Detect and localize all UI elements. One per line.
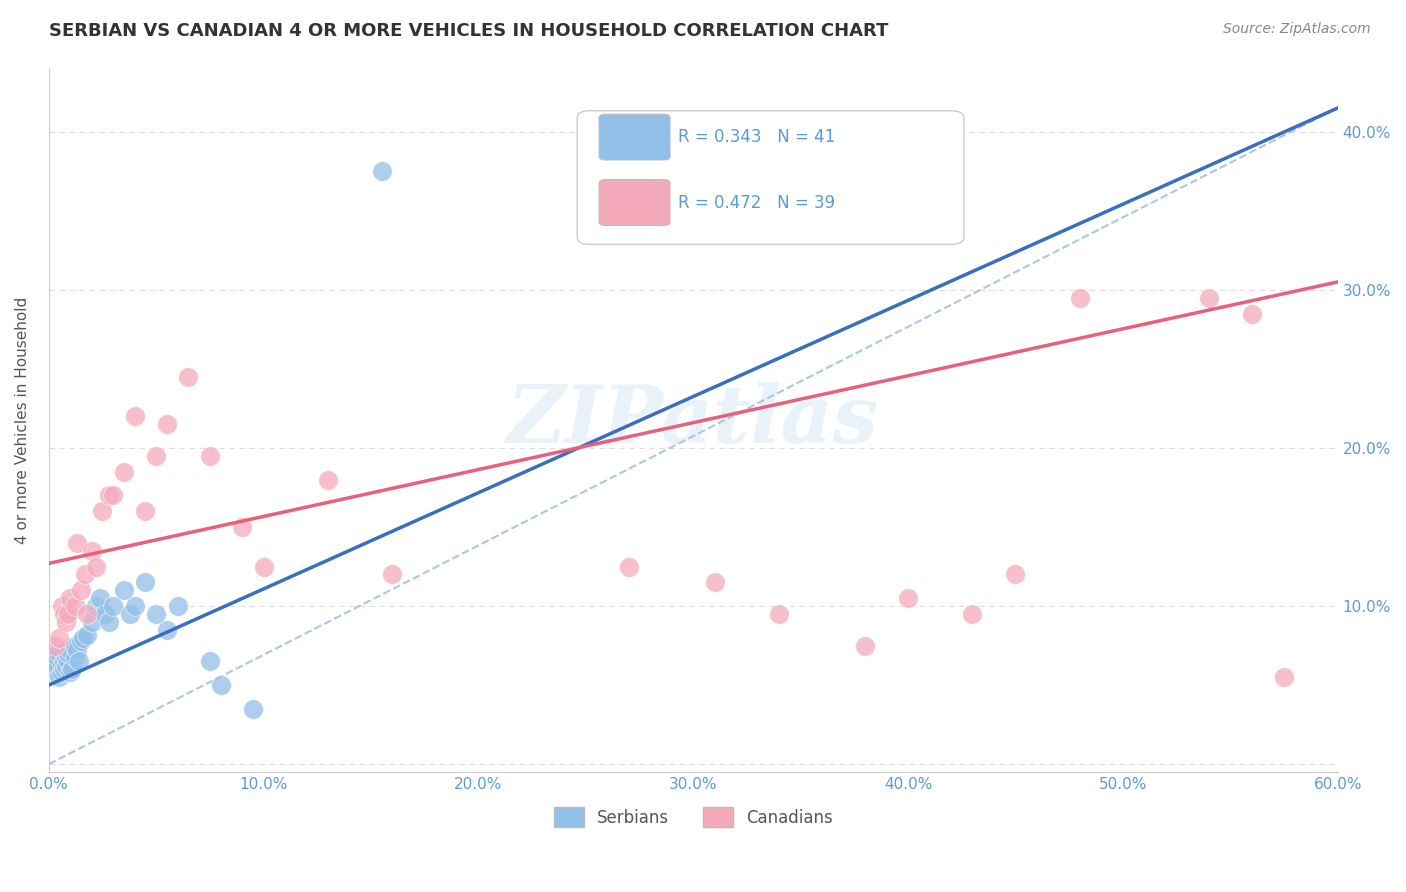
Legend: Serbians, Canadians: Serbians, Canadians [547,800,839,834]
FancyBboxPatch shape [578,111,965,244]
Text: Source: ZipAtlas.com: Source: ZipAtlas.com [1223,22,1371,37]
Point [55,649,77,664]
Point [1069,291,1091,305]
Point [91,504,114,518]
Point [1004,567,1026,582]
Point [103,599,125,613]
Point [231,520,253,534]
Point [1198,291,1220,305]
Point [209,678,232,692]
Point [48,670,70,684]
Point [76,627,98,641]
Point [63,599,86,613]
Point [124,599,146,613]
Point [70,583,93,598]
Point [80,615,103,629]
Point [962,607,984,621]
Point [56,654,79,668]
Point [370,164,392,178]
Point [768,607,790,621]
Point [316,473,339,487]
Point [48,631,70,645]
Point [66,536,89,550]
Point [55,615,77,629]
Point [59,643,82,657]
Point [80,543,103,558]
Point [112,583,135,598]
Point [67,654,90,668]
Point [1240,307,1263,321]
Point [120,607,142,621]
Point [66,643,89,657]
Point [177,369,200,384]
Point [51,657,73,672]
Point [59,591,82,606]
Point [48,647,70,661]
Point [97,488,120,502]
Point [52,654,75,668]
Point [52,607,75,621]
Point [198,449,221,463]
Text: R = 0.472   N = 39: R = 0.472 N = 39 [678,194,835,211]
Point [198,654,221,668]
Text: ZIPatlas: ZIPatlas [508,382,879,459]
Point [55,659,77,673]
Point [72,631,94,645]
Point [166,599,188,613]
Point [93,607,115,621]
Point [897,591,920,606]
Point [42,662,65,676]
Point [89,591,111,606]
Point [51,665,73,680]
Point [134,504,156,518]
Point [56,607,79,621]
Point [46,659,69,673]
Point [853,639,876,653]
Point [252,559,274,574]
Y-axis label: 4 or more Vehicles in Household: 4 or more Vehicles in Household [15,297,30,544]
Point [145,449,167,463]
Point [242,702,264,716]
Point [124,409,146,424]
Point [59,665,82,680]
Text: R = 0.343   N = 41: R = 0.343 N = 41 [678,128,835,146]
Point [112,465,135,479]
Point [75,567,97,582]
Point [84,559,107,574]
Point [44,654,66,668]
Point [56,647,79,661]
Point [84,599,107,613]
FancyBboxPatch shape [599,114,671,160]
Text: SERBIAN VS CANADIAN 4 OR MORE VEHICLES IN HOUSEHOLD CORRELATION CHART: SERBIAN VS CANADIAN 4 OR MORE VEHICLES I… [49,22,889,40]
Point [63,649,86,664]
Point [70,633,93,648]
Point [703,575,725,590]
Point [60,662,83,676]
Point [134,575,156,590]
Point [44,639,66,653]
Point [381,567,404,582]
Point [1272,670,1295,684]
Point [617,559,640,574]
Point [76,607,98,621]
Point [156,623,179,637]
Point [97,615,120,629]
Point [51,599,73,613]
Point [63,639,86,653]
Point [46,649,69,664]
Point [103,488,125,502]
FancyBboxPatch shape [599,179,671,226]
Point [156,417,179,432]
Point [52,662,75,676]
Point [145,607,167,621]
